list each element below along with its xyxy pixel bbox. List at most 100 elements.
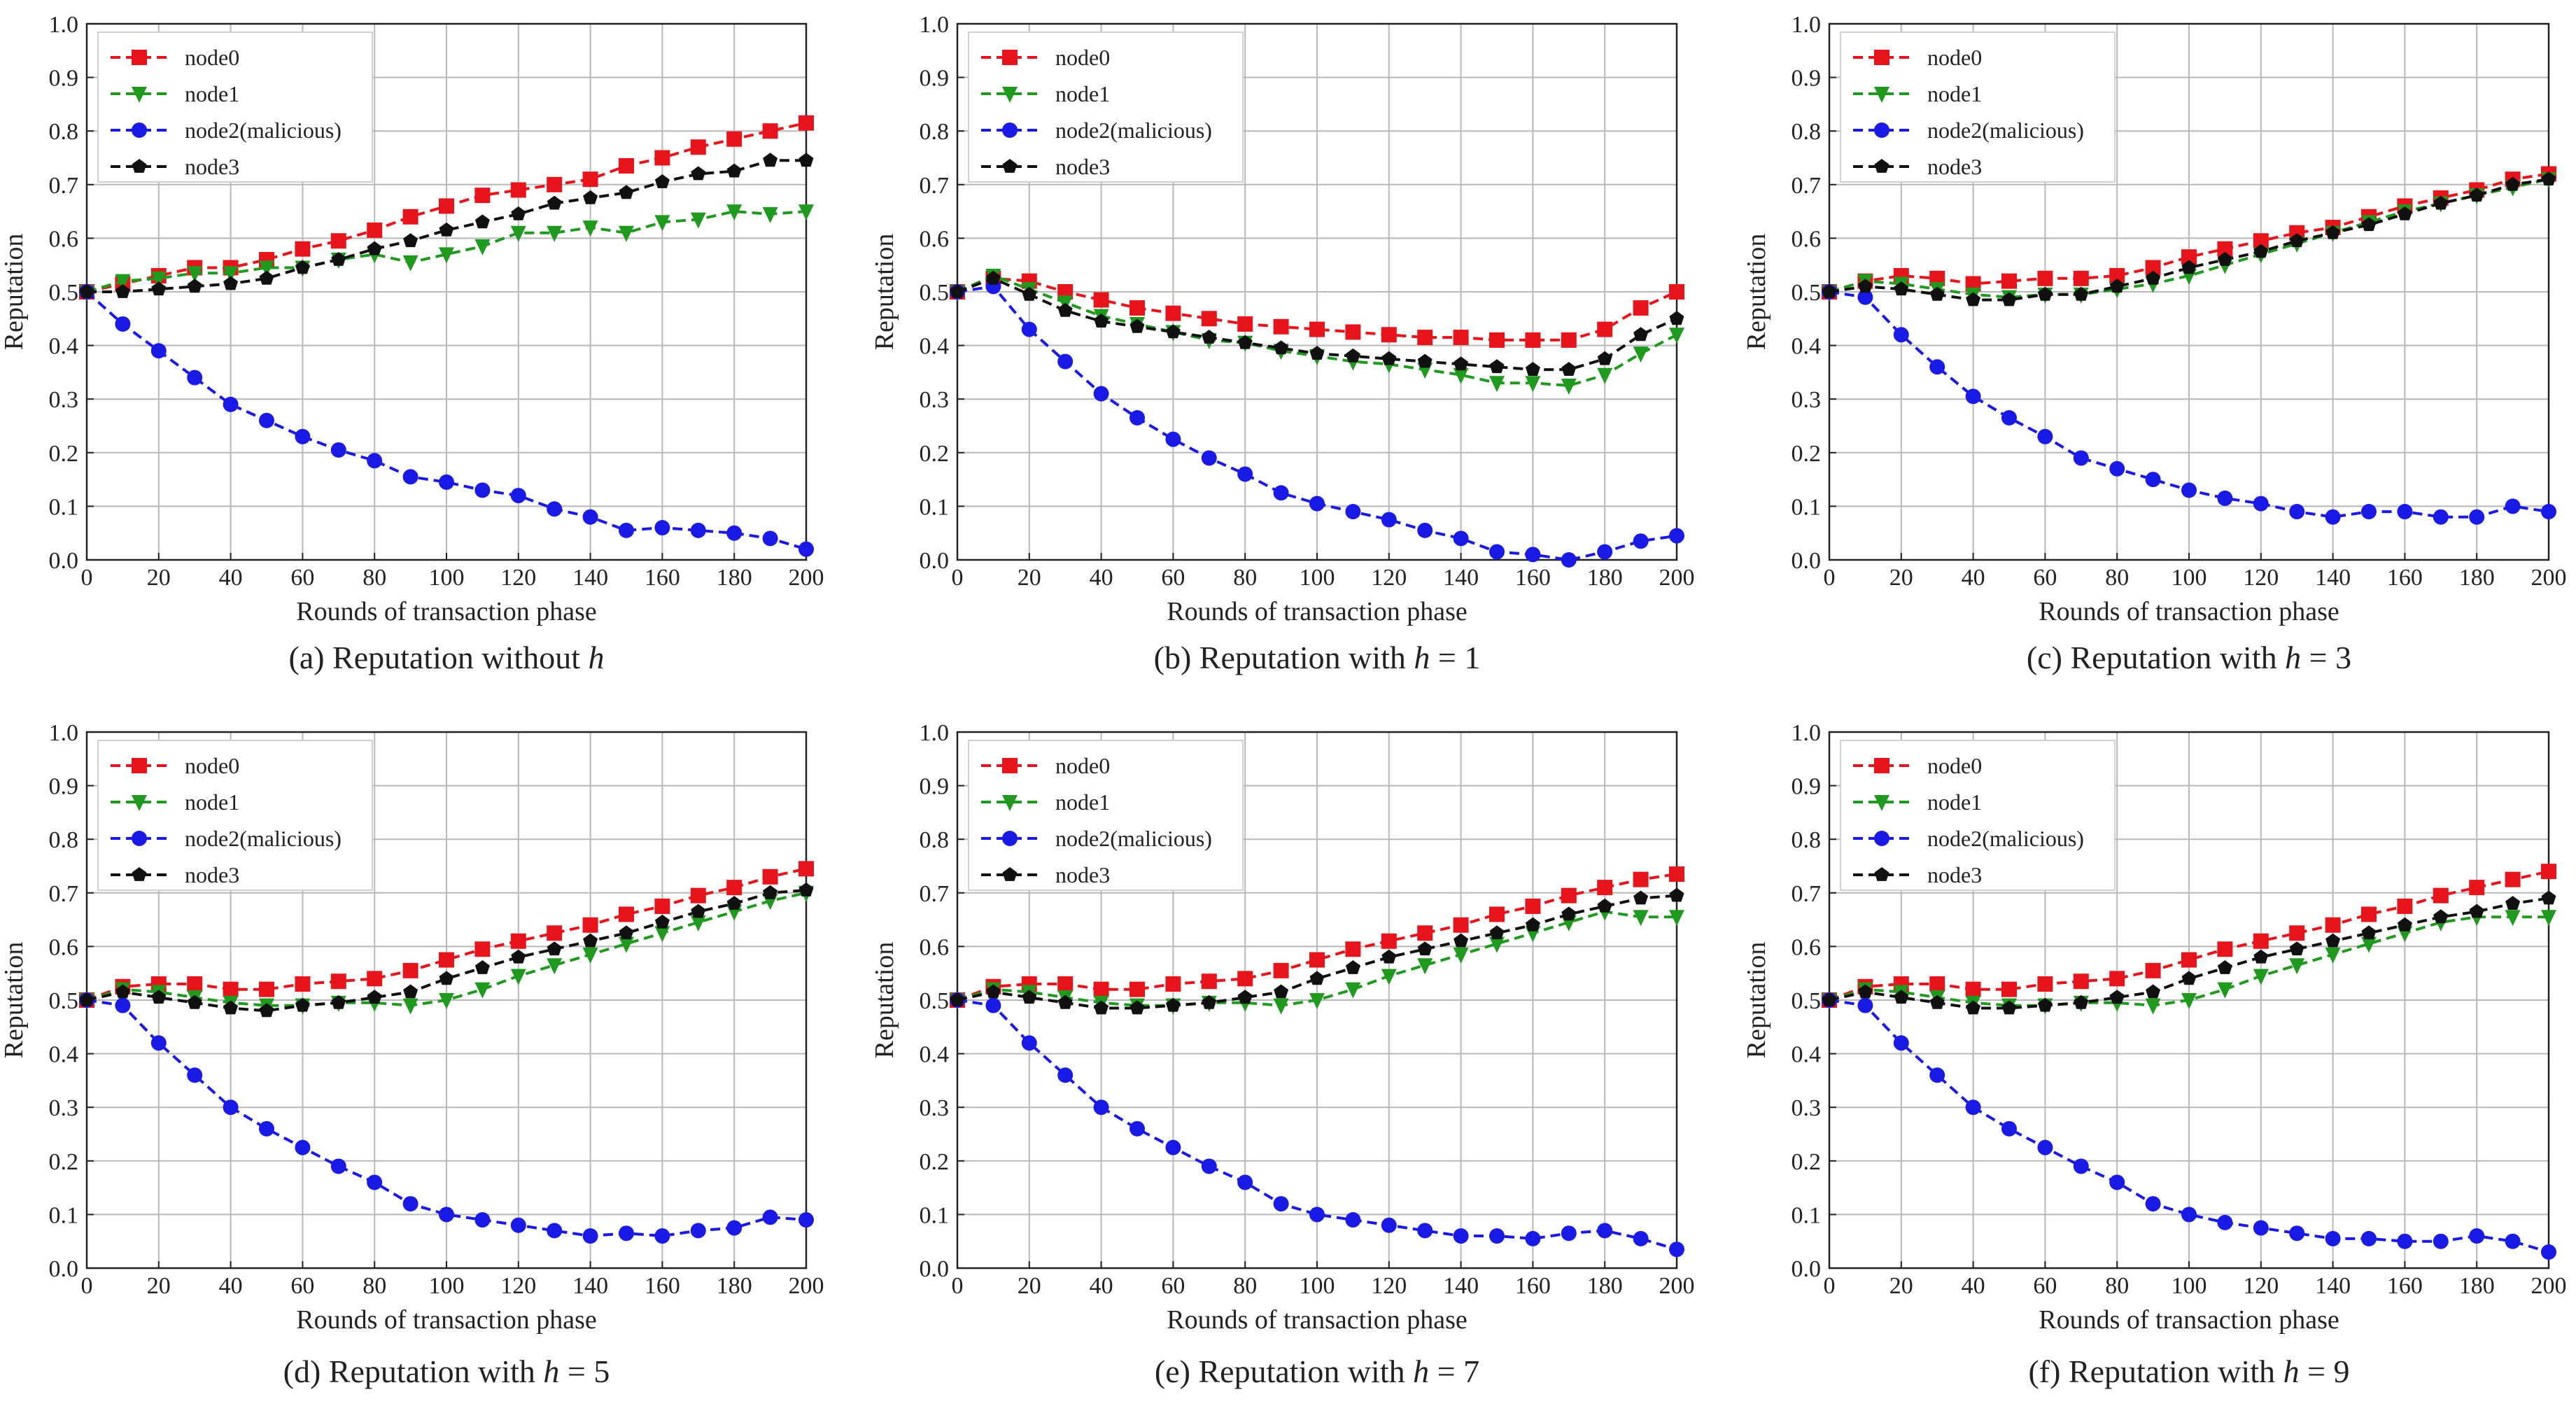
x-tick-label: 0 (952, 565, 964, 591)
data-point (2217, 960, 2232, 974)
y-tick-label: 0.8 (49, 827, 79, 853)
data-point (2181, 993, 2197, 1009)
caption-suffix: = 9 (2300, 1354, 2350, 1389)
data-point (259, 270, 274, 285)
series-node3 (1822, 171, 2556, 307)
data-point (2361, 1230, 2377, 1246)
data-point (654, 150, 670, 166)
y-tick-label: 0.6 (1792, 226, 1822, 252)
x-tick-label: 0 (1824, 565, 1836, 591)
data-point (439, 1207, 454, 1223)
data-point (1202, 994, 1217, 1009)
data-point (619, 522, 634, 538)
data-point (510, 933, 526, 949)
data-point (187, 370, 203, 386)
x-tick-label: 200 (1659, 565, 1695, 591)
data-point (2289, 941, 2304, 956)
data-point (150, 1035, 167, 1051)
data-point (1381, 351, 1397, 365)
data-point (2037, 270, 2053, 286)
data-point (691, 166, 706, 181)
data-point (2145, 260, 2161, 276)
data-point (403, 233, 418, 248)
data-point (223, 266, 239, 283)
legend: node0 node1 node2(malicious) node3 (1840, 31, 2116, 183)
data-point (2109, 268, 2125, 284)
legend-marker (1002, 122, 1018, 138)
legend-marker (1874, 122, 1889, 138)
data-point (2433, 909, 2449, 924)
data-point (726, 896, 742, 910)
data-point (2181, 1207, 2197, 1223)
legend-item: node3 (1853, 154, 1982, 179)
data-point (619, 1225, 634, 1242)
legend-item: node1 (111, 789, 239, 815)
data-point (2541, 864, 2556, 880)
legend-item: node2(malicious) (1853, 118, 2084, 143)
data-point (619, 906, 634, 922)
x-tick-label: 60 (2033, 1273, 2057, 1299)
data-point (330, 973, 346, 990)
data-point (2109, 990, 2125, 1004)
data-point (1345, 941, 1361, 957)
data-point (1561, 362, 1577, 376)
data-point (2181, 249, 2197, 265)
data-point (223, 1000, 239, 1015)
x-tick-label: 160 (645, 565, 680, 591)
data-point (1381, 327, 1397, 343)
data-point (1309, 993, 1325, 1009)
legend: node0 node1 node2(malicious) node3 (97, 31, 373, 183)
data-point (583, 933, 598, 948)
data-point (1237, 971, 1253, 987)
data-point (2037, 428, 2053, 444)
data-point (1966, 1000, 1981, 1015)
data-point (403, 984, 418, 999)
data-point (151, 281, 167, 296)
y-tick-label: 0.1 (920, 1202, 950, 1228)
legend-label: node1 (1927, 81, 1982, 106)
data-point (1597, 544, 1613, 560)
data-point (2433, 509, 2449, 525)
data-point (402, 998, 418, 1015)
data-point (2325, 947, 2341, 964)
y-tick-label: 0.7 (49, 173, 79, 199)
data-point (726, 163, 742, 178)
x-tick-label: 60 (1161, 565, 1185, 591)
data-point (1201, 973, 1217, 990)
y-axis-label: Reputation (0, 942, 29, 1059)
y-tick-label: 0.2 (1792, 441, 1822, 467)
data-point (1057, 976, 1074, 992)
data-point (2073, 450, 2089, 466)
data-point (2074, 994, 2089, 1009)
data-point (1237, 990, 1253, 1004)
data-point (1417, 941, 1433, 956)
data-point (2505, 176, 2521, 191)
data-point (2145, 472, 2161, 488)
data-point (582, 171, 598, 188)
data-point (1381, 949, 1397, 964)
legend-label: node2(malicious) (1055, 826, 1212, 851)
legend-label: node3 (185, 154, 239, 179)
data-point (762, 206, 778, 223)
y-tick-label: 0.9 (49, 66, 79, 92)
data-point (1453, 330, 1469, 346)
data-point (439, 247, 454, 264)
data-point (2037, 997, 2053, 1012)
data-point (2469, 1228, 2485, 1244)
data-point (1561, 887, 1577, 904)
legend-label: node1 (1055, 789, 1110, 815)
data-point (367, 241, 382, 255)
legend-item: node0 (111, 753, 239, 778)
x-tick-label: 20 (1018, 1273, 1041, 1299)
legend-item: node1 (981, 789, 1110, 815)
data-point (654, 174, 670, 188)
chart-caption: (e) Reputation with h = 7 (1155, 1354, 1479, 1389)
data-point (1489, 925, 1505, 940)
data-point (950, 284, 965, 298)
legend-item: node1 (981, 81, 1110, 106)
x-tick-label: 20 (147, 565, 171, 591)
data-point (762, 530, 778, 547)
legend-marker (1002, 831, 1018, 846)
legend-label: node0 (1927, 45, 1982, 70)
chart-panel-5: 0.0 0.1 0.2 0.3 0.4 0.5 0.6 0.7 0.8 0.9 1.0 0 20 40 60… (1742, 720, 2567, 1389)
